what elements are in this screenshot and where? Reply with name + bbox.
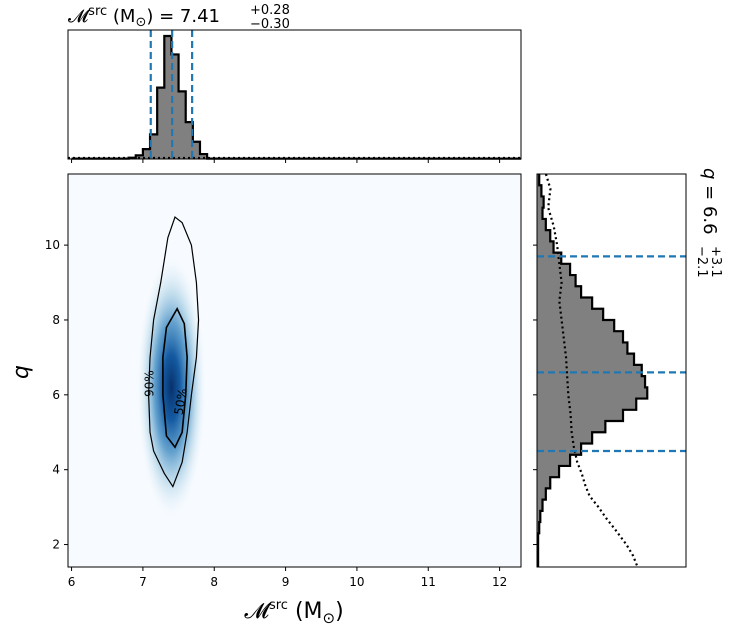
x-tick-label: 7 bbox=[139, 575, 147, 589]
top-marginal-panel: 𝓜src (M⊙) = 7.41 +0.28 −0.30 bbox=[67, 3, 522, 163]
top-title-plus: +0.28 bbox=[250, 3, 290, 18]
main-y-ticks: 2 4 6 8 10 bbox=[45, 238, 68, 552]
right-histogram-outline bbox=[537, 174, 649, 567]
contour-50 bbox=[162, 307, 188, 449]
right-marginal-panel: q = 6.6 +3.1 −2.1 bbox=[533, 168, 723, 568]
top-panel-frame bbox=[67, 29, 522, 160]
main-panel-frame bbox=[67, 173, 522, 568]
right-title-symbol: q bbox=[699, 168, 720, 179]
right-title: q = 6.6 +3.1 −2.1 bbox=[694, 168, 723, 278]
right-histogram-fill bbox=[537, 174, 648, 567]
x-tick-label: 8 bbox=[210, 575, 218, 589]
top-histogram-fill bbox=[71, 36, 522, 159]
x-tick-label: 9 bbox=[282, 575, 290, 589]
y-tick-label: 2 bbox=[52, 538, 60, 552]
top-title-unit-close: ) bbox=[146, 6, 153, 27]
top-title-unit: (M bbox=[113, 6, 136, 27]
right-title-minus: −2.1 bbox=[694, 246, 709, 278]
y-tick-label: 10 bbox=[45, 238, 60, 252]
right-prior-curve bbox=[544, 173, 639, 568]
main-background bbox=[68, 174, 521, 567]
right-histogram bbox=[537, 174, 649, 567]
contour-90 bbox=[148, 216, 200, 488]
right-title-value: = 6.6 bbox=[699, 179, 720, 234]
y-axis-label: q bbox=[9, 365, 34, 379]
y-tick-label: 4 bbox=[52, 463, 60, 477]
top-histogram-outline bbox=[71, 34, 521, 160]
x-axis-label: 𝓜src (M⊙) bbox=[244, 598, 343, 627]
x-tick-label: 11 bbox=[421, 575, 436, 589]
top-title-minus: −0.30 bbox=[250, 17, 290, 32]
main-panel: 90% 50% 6 7 8 9 10 11 12 2 4 6 8 10 𝓜src (M⊙) q bbox=[9, 173, 522, 627]
top-title-sup: src bbox=[88, 4, 107, 19]
x-tick-label: 10 bbox=[349, 575, 364, 589]
right-panel-frame bbox=[536, 173, 687, 568]
top-histogram bbox=[68, 34, 522, 160]
contour-label-90: 90% bbox=[143, 370, 157, 397]
y-tick-label: 8 bbox=[52, 313, 60, 327]
top-title: 𝓜src (M⊙) = 7.41 +0.28 −0.30 bbox=[68, 3, 290, 32]
top-title-value: = 7.41 bbox=[153, 6, 220, 27]
top-x-ticks bbox=[71, 159, 501, 163]
top-title-unit-sub: ⊙ bbox=[135, 15, 146, 30]
main-x-ticks: 6 7 8 9 10 11 12 bbox=[68, 567, 507, 589]
top-title-symbol: 𝓜 bbox=[68, 6, 91, 27]
contour-label-50: 50% bbox=[172, 387, 190, 416]
x-tick-label: 12 bbox=[492, 575, 507, 589]
right-quantile-lines bbox=[537, 255, 686, 453]
svg-text:q = 6.6: q = 6.6 bbox=[699, 168, 720, 235]
svg-text:𝓜src (M⊙) = 7.41: 𝓜src (M⊙) = 7.41 bbox=[68, 4, 220, 30]
x-tick-label: 6 bbox=[68, 575, 76, 589]
credible-contours bbox=[148, 216, 200, 488]
right-title-plus: +3.1 bbox=[708, 246, 723, 278]
y-tick-label: 6 bbox=[52, 388, 60, 402]
right-y-ticks bbox=[533, 244, 537, 546]
